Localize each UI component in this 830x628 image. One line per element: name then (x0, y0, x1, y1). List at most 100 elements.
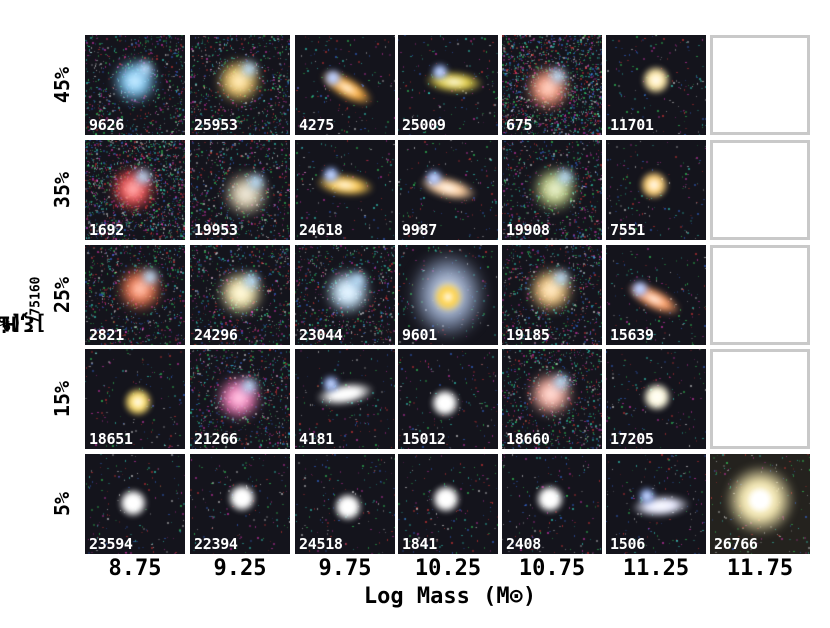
galaxy-id: 15639 (610, 326, 654, 344)
galaxy-knot (241, 272, 260, 291)
galaxy-core (117, 267, 162, 312)
galaxy-cell: 11701 (606, 35, 706, 135)
galaxy-core (433, 282, 463, 312)
galaxy-knot (638, 487, 657, 506)
galaxy-id: 7551 (610, 221, 645, 239)
empty-cell (710, 349, 810, 449)
galaxy-core (316, 64, 378, 112)
column-label: 10.75 (518, 556, 586, 581)
column-label: 11.25 (622, 556, 690, 581)
galaxy-knot (140, 268, 159, 287)
galaxy-id: 24618 (299, 221, 343, 239)
galaxy-knot (552, 269, 571, 288)
galaxy-core (535, 484, 566, 515)
galaxy-core (122, 387, 153, 418)
galaxy-cell: 21266 (190, 349, 290, 449)
galaxy-id: 4275 (299, 116, 334, 134)
galaxy-id: 19185 (506, 326, 550, 344)
galaxy-knot (133, 167, 152, 186)
galaxy-cell: 24296 (190, 245, 290, 345)
galaxy-core (314, 170, 375, 200)
galaxy-core (325, 270, 370, 315)
column-label: 8.75 (108, 556, 162, 581)
galaxy-id: 18651 (89, 430, 133, 448)
galaxy-id: 24518 (299, 535, 343, 553)
galaxy-id: 19953 (194, 221, 238, 239)
galaxy-cell: 15639 (606, 245, 706, 345)
galaxy-cell: 17205 (606, 349, 706, 449)
galaxy-knot (323, 68, 342, 87)
x-axis-title: Log Mass (M⊙) (363, 584, 537, 609)
galaxy-cell: 22394 (190, 454, 290, 554)
galaxy-cell: 26766 (710, 454, 810, 554)
column-label: 10.25 (414, 556, 482, 581)
galaxy-cell: 1841 (398, 454, 498, 554)
column-label: 9.75 (318, 556, 372, 581)
galaxy-knot (240, 60, 259, 79)
galaxy-cell: 4275 (295, 35, 395, 135)
galaxy-knot (348, 271, 367, 290)
galaxy-knot (240, 376, 259, 395)
empty-cell (710, 140, 810, 240)
galaxy-cell: 25953 (190, 35, 290, 135)
galaxy-core (430, 387, 461, 418)
galaxy-knot (321, 166, 340, 185)
column-label: 9.25 (213, 556, 267, 581)
galaxy-cell: 4181 (295, 349, 395, 449)
galaxy-id: 4181 (299, 430, 334, 448)
galaxy-cell: 18660 (502, 349, 602, 449)
galaxy-cell: 24518 (295, 454, 395, 554)
galaxy-cell: 2408 (502, 454, 602, 554)
galaxy-cell: 7551 (606, 140, 706, 240)
galaxy-core (529, 268, 574, 313)
galaxy-core (747, 487, 773, 513)
galaxy-cell: 25009 (398, 35, 498, 135)
galaxy-cell: 19908 (502, 140, 602, 240)
galaxy-cell: 18651 (85, 349, 185, 449)
galaxy-id: 1506 (610, 535, 645, 553)
galaxy-cell: 23594 (85, 454, 185, 554)
galaxy-id: 9601 (402, 326, 437, 344)
galaxy-core (631, 493, 692, 520)
galaxy-id: 1841 (402, 535, 437, 553)
galaxy-knot (424, 168, 443, 187)
galaxy-core (533, 166, 578, 211)
galaxy-core (332, 491, 363, 522)
galaxy-core (227, 483, 258, 514)
galaxy-id: 21266 (194, 430, 238, 448)
galaxy-core (638, 170, 669, 201)
galaxy-id: 9987 (402, 221, 437, 239)
galaxy-id: 17205 (610, 430, 654, 448)
galaxy-id: 24296 (194, 326, 238, 344)
galaxy-id: 23044 (299, 326, 343, 344)
galaxy-knot (430, 63, 449, 82)
galaxy-id: 675 (506, 116, 533, 134)
column-label: 11.75 (726, 556, 794, 581)
galaxy-core (526, 65, 571, 110)
galaxy-core (314, 378, 375, 410)
galaxy-id: 26766 (714, 535, 758, 553)
galaxy-cell: 9987 (398, 140, 498, 240)
galaxy-core (223, 171, 268, 216)
galaxy-cell: 19953 (190, 140, 290, 240)
galaxy-core (424, 69, 484, 96)
galaxy-cell: 1692 (85, 140, 185, 240)
galaxy-core (110, 166, 155, 211)
galaxy-id: 23594 (89, 535, 133, 553)
galaxy-core (217, 375, 262, 420)
galaxy-knot (630, 279, 649, 298)
galaxy-core (641, 65, 672, 96)
galaxy-cell: 9626 (85, 35, 185, 135)
galaxy-id: 18660 (506, 430, 550, 448)
galaxy-cell: 24618 (295, 140, 395, 240)
galaxy-cell: 9601 (398, 245, 498, 345)
galaxy-knot (321, 374, 340, 393)
galaxy-halo (725, 465, 795, 535)
empty-cell (710, 35, 810, 135)
galaxy-id: 22394 (194, 535, 238, 553)
empty-cell (710, 245, 810, 345)
galaxy-cell: 675 (502, 35, 602, 135)
galaxy-core (623, 276, 685, 322)
galaxy-core (430, 483, 461, 514)
